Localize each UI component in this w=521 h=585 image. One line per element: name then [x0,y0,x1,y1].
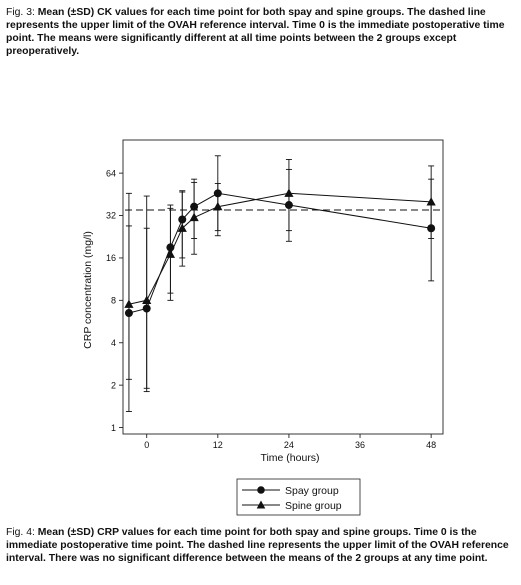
axis-labels: Time (hours) CRP concentration (mg/l) [82,231,320,464]
y-tick-label: 4 [111,338,116,348]
legend-label-spine: Spine group [285,500,342,512]
data-point-spine [177,223,187,232]
x-tick-label: 24 [284,440,294,450]
legend-box [236,478,361,516]
legend-marker-spay [257,486,265,494]
figure-3-caption: Fig. 3: Mean (±SD) CK values for each ti… [6,6,516,58]
plot-frame [122,139,444,435]
legend: Spay group Spine group [236,478,361,516]
figure-3-caption-text: Mean (±SD) CK values for each time point… [6,7,505,57]
x-axis-label: Time (hours) [260,452,319,464]
y-tick-label: 64 [106,168,116,178]
figure-4-caption-text: Mean (±SD) CRP values for each time poin… [6,527,509,564]
legend-label-spay: Spay group [285,485,339,497]
data-point-spine [124,299,134,308]
y-tick-label: 16 [106,253,116,263]
y-tick-label: 2 [111,380,116,390]
legend-marker-spine [256,500,266,509]
y-axis-label: CRP concentration (mg/l) [82,231,94,349]
data-point-spine [284,188,294,197]
figure-3-caption-prefix: Fig. 3: [6,7,38,18]
y-tick-label: 1 [111,423,116,433]
data-point-spine [213,201,223,211]
data-point-spine [189,212,199,222]
y-tick-label: 8 [111,296,116,306]
figure-4-caption: Fig. 4: Mean (±SD) CRP values for each t… [6,526,516,565]
data-point-spine [165,249,176,258]
x-tick-label: 48 [426,440,436,450]
x-tick-label: 0 [144,440,149,450]
x-tick-label: 36 [355,440,365,450]
data-point-spine [142,295,152,304]
series-line-spay [128,192,432,314]
y-tick-label: 32 [106,211,116,221]
series-line-spine [128,192,432,305]
series-group [124,155,436,412]
figure-4-caption-prefix: Fig. 4: [6,527,38,538]
data-point-spine [426,197,436,206]
x-tick-label: 12 [213,440,223,450]
